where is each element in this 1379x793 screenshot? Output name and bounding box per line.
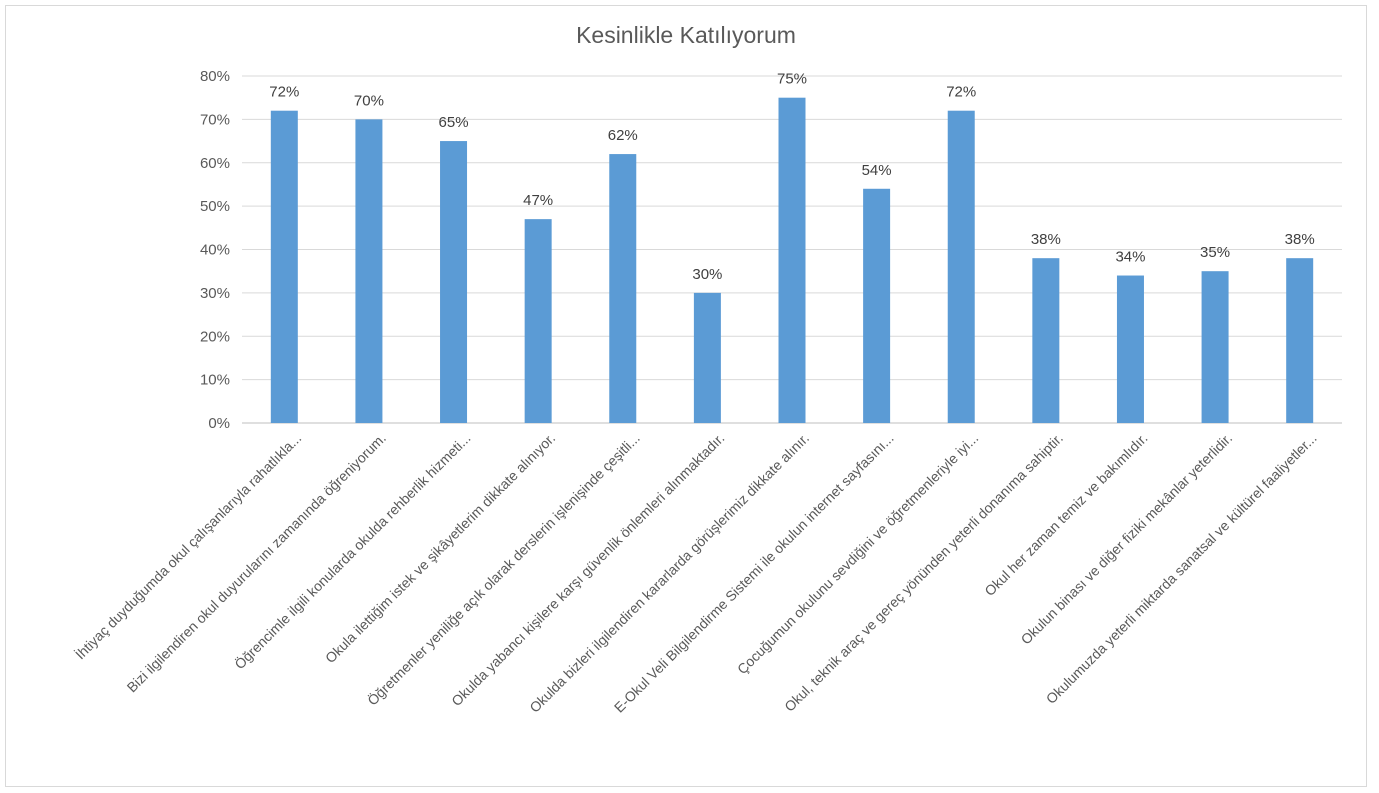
y-tick-label: 50% xyxy=(200,198,230,215)
bar xyxy=(693,292,721,423)
data-label: 70% xyxy=(354,92,384,109)
x-tick-label: E-Okul Veli Bilgilendirme Sistemi ile ok… xyxy=(611,430,897,716)
bar xyxy=(440,141,468,423)
bar xyxy=(1116,275,1144,423)
x-axis-ticks: İhtiyaç duyduğumda okul çalışanlarıyla r… xyxy=(71,429,1320,716)
data-label: 62% xyxy=(608,127,638,144)
y-tick-label: 0% xyxy=(208,415,230,432)
data-label: 35% xyxy=(1200,244,1230,261)
data-label: 38% xyxy=(1285,231,1315,248)
y-tick-label: 70% xyxy=(200,111,230,128)
x-tick-label: Okulda yabancı kişilere karşı güvenlik ö… xyxy=(448,430,727,709)
y-tick-label: 10% xyxy=(200,372,230,389)
data-label: 72% xyxy=(946,84,976,101)
bar xyxy=(524,219,552,423)
data-label: 34% xyxy=(1115,249,1145,266)
bar xyxy=(355,119,383,423)
chart-title: Kesinlikle Katılıyorum xyxy=(576,22,796,48)
x-tick-label: Okul, teknik araç ve gereç yönünden yete… xyxy=(781,430,1066,715)
bar xyxy=(270,110,298,423)
x-tick-label: Öğretmenler yeniliğe açık olarak dersler… xyxy=(363,429,642,708)
bar xyxy=(863,188,891,423)
data-label: 72% xyxy=(269,84,299,101)
data-label: 47% xyxy=(523,192,553,209)
data-label: 30% xyxy=(692,266,722,283)
data-labels: 72% 70% 65% 47% 62% 30% 75% 54% 72% 38% 34% 35% 38% xyxy=(269,71,1314,283)
y-tick-label: 80% xyxy=(200,68,230,85)
bar xyxy=(947,110,975,423)
data-label: 75% xyxy=(777,71,807,88)
y-tick-label: 40% xyxy=(200,242,230,259)
y-axis-ticks: 0% 10% 20% 30% 40% 50% 60% 70% 80% xyxy=(200,68,230,432)
bars xyxy=(270,97,1314,423)
y-tick-label: 60% xyxy=(200,155,230,172)
data-label: 38% xyxy=(1031,231,1061,248)
x-tick-label: Okulda bizleri ilgilendiren kararlarda g… xyxy=(526,430,812,716)
bar xyxy=(1032,258,1060,423)
x-tick-label: Okul her zaman temiz ve bakımlıdır. xyxy=(981,430,1150,599)
y-tick-label: 30% xyxy=(200,285,230,302)
bar xyxy=(1286,258,1314,423)
data-label: 65% xyxy=(439,114,469,131)
bar xyxy=(609,154,637,423)
y-tick-label: 20% xyxy=(200,328,230,345)
data-label: 54% xyxy=(862,162,892,179)
bar xyxy=(1201,271,1229,423)
bar xyxy=(778,97,806,423)
